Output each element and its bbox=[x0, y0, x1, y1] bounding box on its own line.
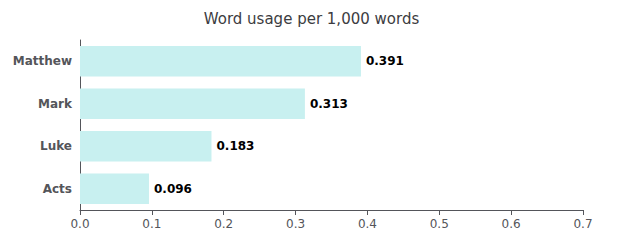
svg-text:0.1: 0.1 bbox=[142, 217, 161, 231]
svg-text:Luke: Luke bbox=[40, 139, 72, 153]
svg-text:Acts: Acts bbox=[43, 182, 72, 196]
svg-text:Mark: Mark bbox=[38, 97, 73, 111]
svg-text:Word usage per 1,000 words: Word usage per 1,000 words bbox=[204, 10, 420, 28]
svg-text:0.2: 0.2 bbox=[214, 217, 233, 231]
svg-text:Matthew: Matthew bbox=[13, 54, 72, 68]
svg-text:0.096: 0.096 bbox=[154, 182, 192, 196]
svg-text:0.313: 0.313 bbox=[310, 97, 348, 111]
svg-text:0.7: 0.7 bbox=[573, 217, 592, 231]
svg-text:0.391: 0.391 bbox=[366, 54, 404, 68]
svg-text:0.5: 0.5 bbox=[430, 217, 449, 231]
svg-text:0.4: 0.4 bbox=[358, 217, 377, 231]
svg-text:0.3: 0.3 bbox=[286, 217, 305, 231]
svg-text:0.0: 0.0 bbox=[70, 217, 89, 231]
svg-text:0.183: 0.183 bbox=[216, 139, 254, 153]
svg-text:0.6: 0.6 bbox=[502, 217, 521, 231]
